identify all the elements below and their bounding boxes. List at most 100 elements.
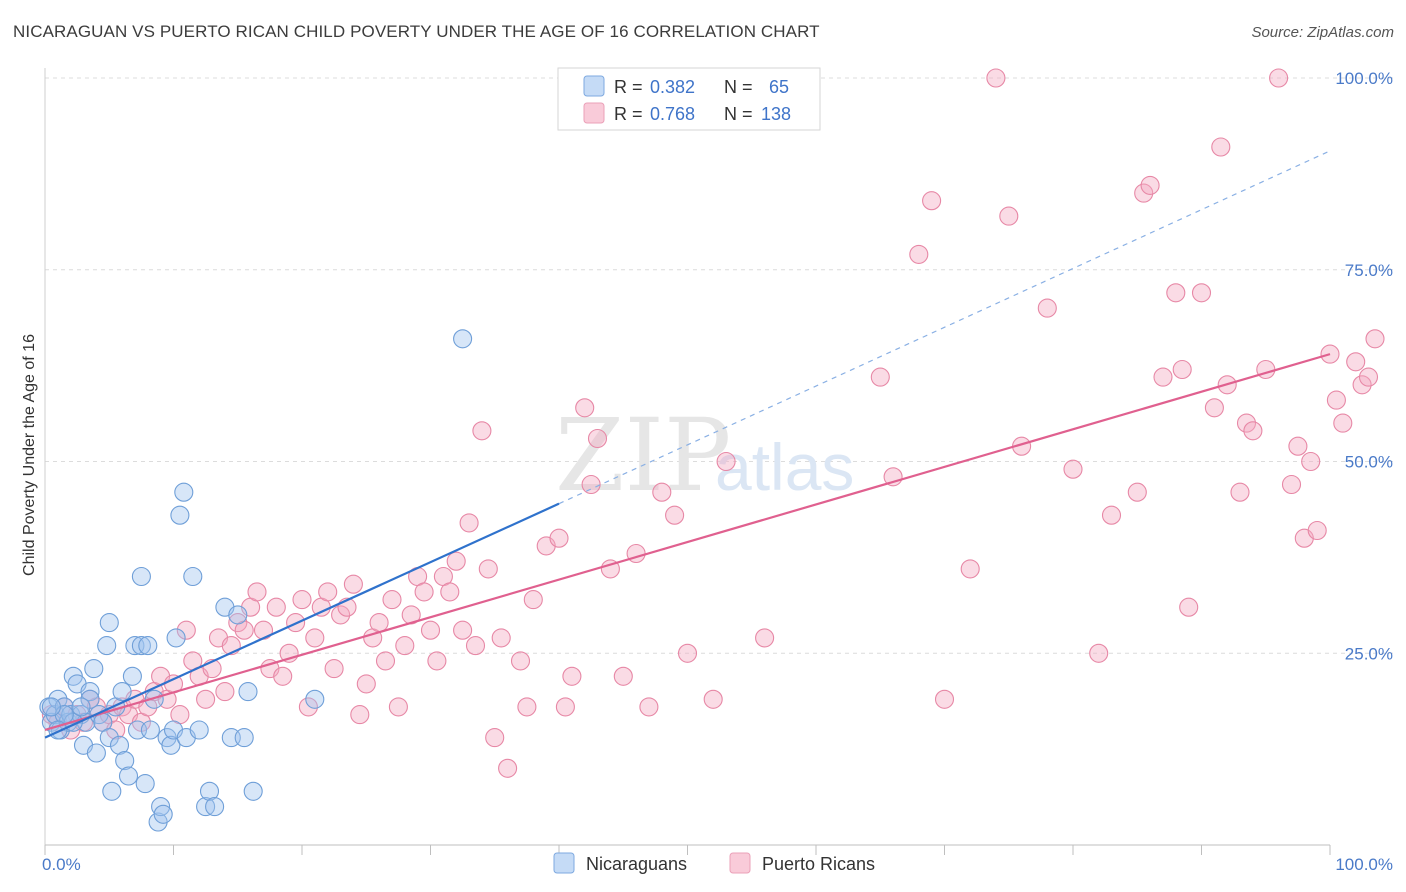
point-nicaraguans-22: [109, 735, 130, 755]
legend-n-label-2: N =: [724, 104, 753, 124]
point-puerto-ricans-44: [324, 659, 344, 679]
point-puerto-ricans-80: [581, 474, 601, 495]
point-puerto-ricans-78: [562, 666, 582, 686]
point-puerto-ricans-112: [1191, 283, 1212, 303]
point-puerto-ricans-63: [446, 551, 466, 571]
point-puerto-ricans-64: [453, 620, 473, 640]
point-puerto-ricans-113: [1204, 398, 1224, 418]
chart-title: NICARAGUAN VS PUERTO RICAN CHILD POVERTY…: [13, 22, 820, 41]
point-puerto-ricans-27: [215, 682, 235, 702]
point-nicaraguans-48: [205, 797, 225, 817]
legend-swatch-nicaraguans: [583, 75, 605, 97]
bottom-legend-swatch-puerto-ricans: [729, 852, 751, 874]
source-label: Source: ZipAtlas.com: [1251, 24, 1394, 41]
point-puerto-ricans-120: [1269, 68, 1289, 88]
point-puerto-ricans-90: [716, 451, 736, 472]
point-nicaraguans-47: [199, 781, 220, 801]
point-puerto-ricans-124: [1301, 451, 1321, 472]
x-tick-label-min: 0.0%: [42, 855, 81, 874]
legend: R = 0.382 N = 65 R = 0.768 N = 138: [557, 67, 821, 131]
point-puerto-ricans-70: [491, 628, 511, 648]
point-nicaraguans-55: [99, 613, 119, 633]
point-puerto-ricans-60: [427, 651, 447, 671]
point-puerto-ricans-108: [1153, 367, 1173, 387]
point-puerto-ricans-92: [870, 367, 890, 387]
point-puerto-ricans-106: [1134, 183, 1154, 203]
point-puerto-ricans-95: [922, 191, 942, 211]
point-puerto-ricans-127: [1326, 390, 1346, 410]
point-nicaraguans-40: [166, 628, 186, 648]
point-puerto-ricans-122: [1288, 436, 1308, 456]
point-puerto-ricans-32: [247, 582, 267, 602]
point-nicaraguans-35: [151, 797, 171, 817]
point-puerto-ricans-21: [176, 620, 196, 640]
point-puerto-ricans-98: [986, 68, 1006, 88]
point-nicaraguans-38: [161, 735, 181, 755]
point-puerto-ricans-49: [356, 674, 376, 694]
point-puerto-ricans-129: [1346, 352, 1366, 372]
point-puerto-ricans-77: [555, 697, 575, 717]
trend-line-nicaraguans-extension: [558, 150, 1331, 505]
point-nicaraguans-7: [61, 705, 81, 725]
point-puerto-ricans-73: [517, 697, 537, 717]
bottom-legend: Nicaraguans Puerto Ricans: [553, 852, 875, 874]
point-puerto-ricans-76: [549, 528, 569, 548]
point-nicaraguans-13: [80, 682, 100, 702]
y-tick-label-75: 75.0%: [1345, 261, 1393, 280]
point-nicaraguans-54: [243, 781, 263, 801]
point-puerto-ricans-68: [478, 559, 498, 579]
point-puerto-ricans-107: [1140, 175, 1160, 195]
point-puerto-ricans-51: [369, 613, 389, 633]
point-puerto-ricans-102: [1063, 459, 1083, 479]
point-puerto-ricans-62: [440, 582, 460, 602]
x-tick-label-max: 100.0%: [1335, 855, 1393, 874]
point-puerto-ricans-89: [703, 689, 723, 709]
point-puerto-ricans-24: [196, 689, 216, 709]
point-nicaraguans-41: [170, 505, 190, 525]
watermark: ZIP atlas: [555, 397, 854, 514]
point-puerto-ricans-55: [395, 636, 415, 656]
point-puerto-ricans-128: [1333, 413, 1353, 433]
point-nicaraguans-45: [189, 720, 209, 740]
y-axis-label: Child Poverty Under the Age of 16: [21, 334, 38, 576]
point-puerto-ricans-43: [318, 582, 338, 602]
legend-r-label-2: R =: [614, 104, 643, 124]
point-nicaraguans-44: [183, 566, 203, 587]
point-nicaraguans-62: [305, 689, 325, 709]
point-nicaraguans-18: [97, 636, 117, 656]
point-puerto-ricans-54: [388, 697, 408, 717]
point-puerto-ricans-65: [459, 513, 479, 533]
y-tick-label-100: 100.0%: [1335, 69, 1393, 88]
point-puerto-ricans-53: [382, 590, 402, 610]
point-nicaraguans-24: [115, 751, 135, 771]
legend-r-label-1: R =: [614, 77, 643, 97]
point-nicaraguans-52: [234, 728, 254, 748]
legend-n-value-2: 138: [761, 104, 791, 124]
point-puerto-ricans-111: [1179, 597, 1199, 617]
point-puerto-ricans-48: [350, 705, 370, 725]
point-puerto-ricans-109: [1166, 283, 1186, 303]
point-puerto-ricans-52: [375, 651, 396, 671]
point-puerto-ricans-71: [498, 758, 518, 778]
point-puerto-ricans-29: [228, 613, 248, 633]
point-nicaraguans-51: [228, 605, 248, 625]
y-tick-label-25: 25.0%: [1345, 644, 1393, 663]
point-nicaraguans-31: [138, 636, 158, 656]
point-puerto-ricans-99: [999, 206, 1019, 226]
point-puerto-ricans-36: [273, 666, 293, 686]
point-puerto-ricans-132: [1365, 329, 1385, 349]
point-puerto-ricans-35: [266, 597, 286, 617]
point-puerto-ricans-69: [485, 728, 505, 748]
point-puerto-ricans-59: [420, 620, 441, 640]
point-nicaraguans-15: [86, 743, 106, 763]
point-puerto-ricans-74: [523, 590, 543, 610]
tick-labels: 25.0% 50.0% 75.0% 100.0% 0.0% 100.0%: [42, 69, 1393, 874]
point-puerto-ricans-104: [1101, 505, 1122, 525]
point-puerto-ricans-40: [298, 697, 318, 717]
point-puerto-ricans-118: [1243, 421, 1263, 441]
point-puerto-ricans-131: [1358, 367, 1379, 387]
trend-lines: [44, 150, 1331, 739]
point-puerto-ricans-81: [587, 428, 608, 449]
point-puerto-ricans-79: [575, 398, 595, 418]
point-nicaraguans-20: [102, 781, 122, 801]
